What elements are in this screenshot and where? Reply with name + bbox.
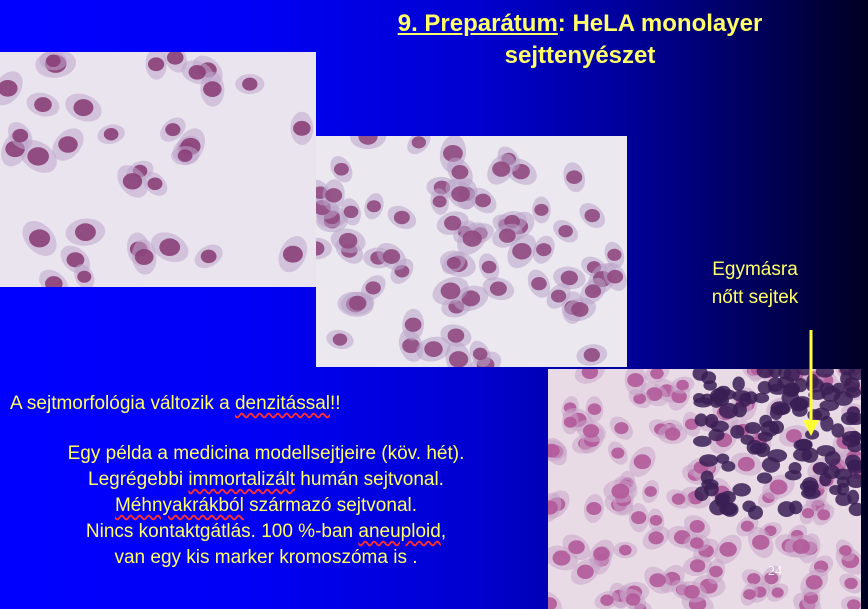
dense-cells-micrograph	[548, 369, 861, 609]
body-line3: Méhnyakrákból származó sejtvonal.	[6, 493, 526, 519]
medium-density-cells-micrograph	[316, 136, 627, 367]
dense-cells-image	[548, 369, 861, 609]
body-line4-before: Nincs kontaktgátlás. 100 %-ban	[85, 521, 359, 542]
body-line2: Legrégebbi immortalizált humán sejtvonal…	[6, 467, 526, 493]
down-arrow-icon	[803, 330, 819, 436]
overlap-label-line2: nőtt sejtek	[711, 287, 799, 308]
slide-title: 9. Preparátum: HeLA monolayer sejttenyés…	[330, 8, 830, 72]
body-line2-after: humán sejtvonal.	[295, 469, 444, 490]
page-number: 24	[768, 564, 782, 579]
morphology-underlined: denzitással	[234, 393, 331, 414]
title-rest: : HeLA monolayer	[557, 10, 763, 37]
morphology-statement: A sejtmorfológia változik a denzitással!…	[10, 390, 341, 418]
body-line4-after: ,	[440, 521, 447, 542]
body-line1: Egy példa a medicina modellsejtjeire (kö…	[67, 443, 465, 464]
sparse-cells-image	[0, 52, 316, 287]
hela-description: Egy példa a medicina modellsejtjeire (kö…	[6, 441, 526, 571]
morphology-before: A sejtmorfológia változik a	[10, 393, 235, 414]
morphology-after: !!	[330, 393, 341, 414]
title-line2: sejttenyészet	[504, 42, 656, 69]
body-line3-after: származó sejtvonal.	[243, 495, 418, 516]
body-line2-before: Legrégebbi	[88, 469, 189, 490]
sparse-cells-micrograph	[0, 52, 316, 287]
overlap-label-line1: Egymásra	[712, 259, 798, 280]
body-line3-underlined: Méhnyakrákból	[114, 495, 244, 516]
medium-density-cells-image	[316, 136, 627, 367]
body-line2-underlined: immortalizált	[188, 469, 296, 490]
body-line5: van egy kis marker kromoszóma is .	[114, 547, 418, 568]
body-line4: Nincs kontaktgátlás. 100 %-ban aneuploid…	[6, 519, 526, 545]
title-number-part: 9. Preparátum	[397, 10, 558, 37]
overlapping-cells-label: Egymásra nőtt sejtek	[690, 256, 820, 312]
body-line4-underlined: aneuploid	[358, 521, 441, 542]
